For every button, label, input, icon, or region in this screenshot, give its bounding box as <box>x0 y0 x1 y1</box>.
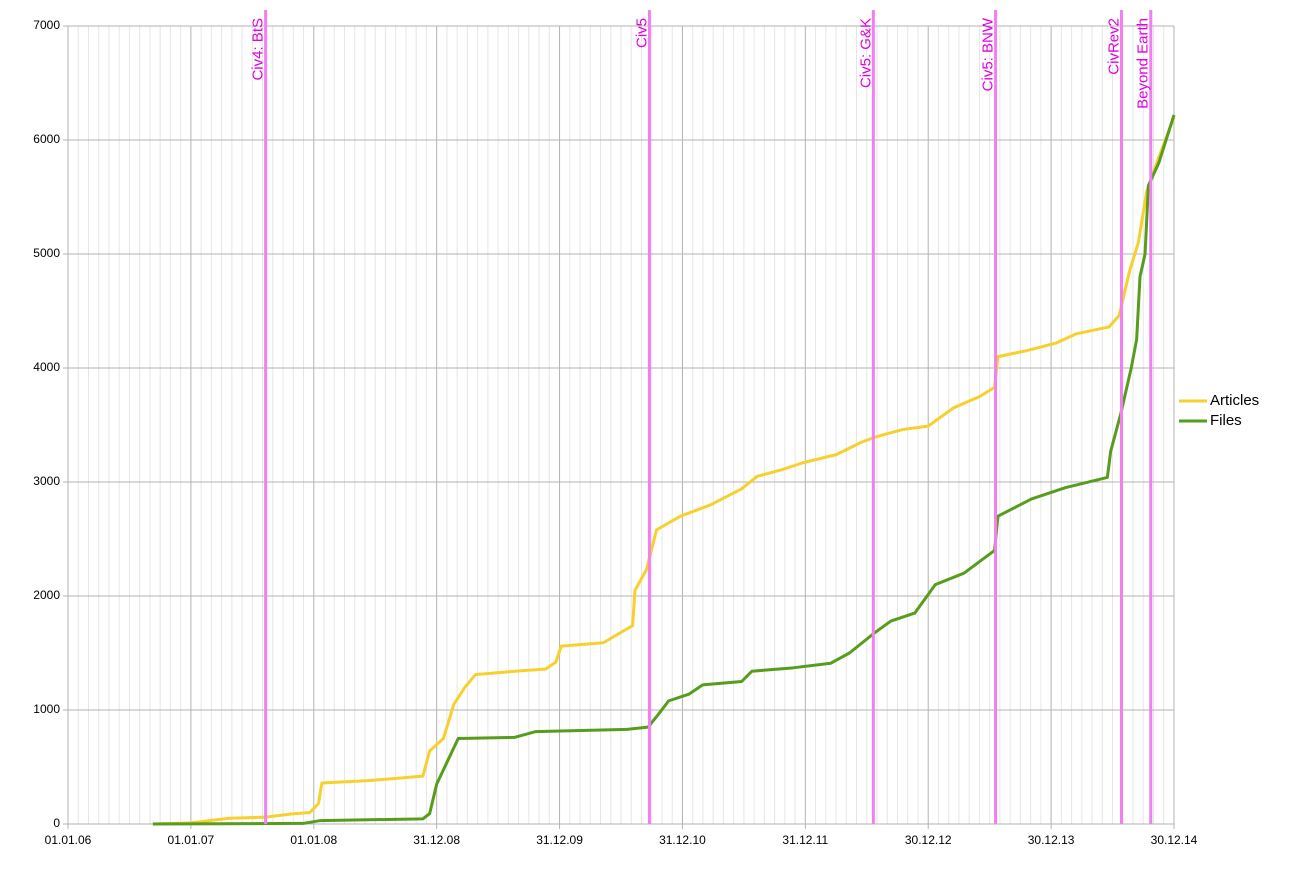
x-tick-label: 31.12.09 <box>536 833 583 847</box>
y-tick-label: 6000 <box>33 132 60 146</box>
annotation-label: Civ5: G&K <box>857 18 874 88</box>
series-line <box>152 116 1176 826</box>
legend-label: Articles <box>1210 392 1259 409</box>
legend-label: Files <box>1210 412 1242 429</box>
y-tick-label: 5000 <box>33 246 60 260</box>
x-tick-label: 01.01.07 <box>168 833 215 847</box>
x-tick-label: 30.12.13 <box>1028 833 1075 847</box>
x-tick-label: 01.01.06 <box>45 833 92 847</box>
annotation-label: Beyond Earth <box>1135 18 1152 109</box>
x-tick-label: 01.01.08 <box>290 833 337 847</box>
annotation-label: Civ5 <box>633 18 650 48</box>
y-tick-label: 3000 <box>33 474 60 488</box>
x-tick-label: 31.12.10 <box>659 833 706 847</box>
x-tick-label: 30.12.12 <box>905 833 952 847</box>
y-tick-label: 4000 <box>33 360 60 374</box>
x-tick-label: 31.12.08 <box>413 833 460 847</box>
annotation-label: Civ5: BNW <box>980 17 997 91</box>
y-tick-label: 7000 <box>33 18 60 32</box>
annotation-label: Civ4: BtS <box>250 18 267 81</box>
annotation-label: CivRev2 <box>1105 18 1122 75</box>
y-tick-label: 0 <box>53 816 60 830</box>
series-line <box>152 114 1176 826</box>
y-tick-label: 1000 <box>33 702 60 716</box>
y-tick-label: 2000 <box>33 588 60 602</box>
x-tick-label: 31.12.11 <box>782 833 828 847</box>
x-tick-label: 30.12.14 <box>1151 833 1198 847</box>
